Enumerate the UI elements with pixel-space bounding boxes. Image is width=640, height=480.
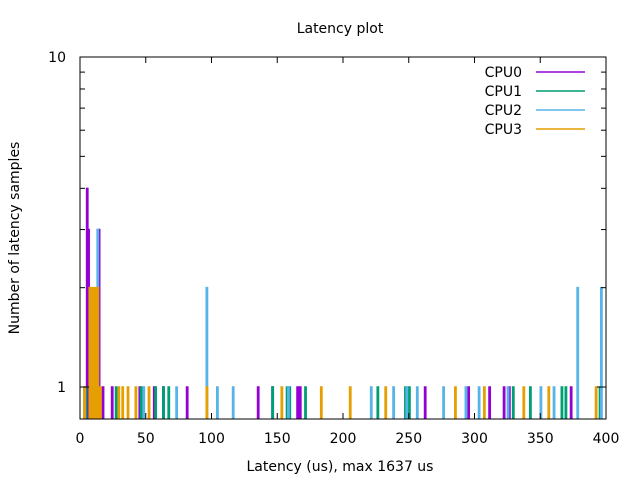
bar-cpu3	[98, 386, 102, 419]
bar-cpu2	[405, 386, 409, 419]
bar-cpu2	[392, 386, 396, 419]
bar-cpu0	[256, 386, 260, 419]
x-tick-label: 400	[593, 431, 620, 447]
bar-cpu2	[415, 386, 419, 419]
bar-cpu2	[477, 386, 481, 419]
plot-area	[83, 187, 603, 419]
chart-title: Latency plot	[297, 21, 384, 37]
legend: CPU0 CPU1 CPU2 CPU3	[485, 65, 585, 138]
bar-cpu0	[502, 386, 506, 419]
bar-cpu2	[216, 386, 219, 419]
bar-cpu1	[511, 386, 515, 419]
legend-label-cpu2: CPU2	[485, 103, 522, 119]
bar-cpu1	[560, 386, 564, 419]
x-tick-label: 300	[461, 431, 488, 447]
bar-cpu3	[147, 386, 151, 419]
bar-cpu1	[114, 386, 118, 419]
bar-cpu0	[185, 386, 189, 419]
bar-cpu2	[442, 386, 446, 419]
bar-cpu3	[126, 386, 130, 419]
y-axis-label: Number of latency samples	[7, 142, 23, 335]
x-tick-label: 200	[330, 431, 357, 447]
bar-cpu2	[552, 386, 556, 419]
bar-cpu1	[564, 386, 568, 419]
bar-cpu2	[205, 286, 209, 419]
bar-cpu1	[408, 386, 411, 419]
x-tick-label: 350	[527, 431, 554, 447]
y-tick-label: 10	[48, 50, 66, 66]
x-tick-label: 100	[198, 431, 225, 447]
bar-cpu1	[528, 386, 532, 419]
bar-cpu3	[454, 386, 457, 419]
bar-cpu1	[162, 386, 165, 419]
bar-cpu1	[271, 386, 275, 419]
axes: 0 50 100 150 200 250 300 350 400 1 10	[48, 50, 619, 447]
bar-cpu0	[110, 386, 114, 419]
legend-label-cpu1: CPU1	[485, 84, 522, 100]
x-tick-label: 50	[137, 431, 155, 447]
bar-cpu2	[576, 286, 580, 419]
bar-cpu3	[121, 386, 125, 419]
bar-cpu2	[539, 386, 543, 419]
bar-cpu3	[384, 386, 388, 419]
bar-cpu3	[117, 386, 121, 419]
x-axis-label: Latency (us), max 1637 us	[247, 459, 434, 475]
plot-frame	[79, 56, 607, 420]
bar-cpu3	[348, 386, 352, 419]
bar-cpu1	[139, 386, 143, 419]
bar-cpu1	[376, 386, 380, 419]
legend-label-cpu3: CPU3	[485, 122, 522, 138]
bar-cpu2	[142, 386, 146, 419]
bar-cpu3	[96, 286, 100, 419]
bar-cpu3	[522, 386, 526, 419]
bar-cpu0	[569, 386, 573, 419]
x-tick-label: 250	[395, 431, 422, 447]
bar-cpu0	[298, 386, 302, 419]
bar-cpu3	[93, 286, 97, 419]
bar-cpu2	[464, 386, 468, 419]
legend-label-cpu0: CPU0	[485, 65, 522, 81]
bar-cpu2	[287, 386, 290, 419]
bar-cpu2	[175, 386, 179, 419]
bar-cpu0	[467, 386, 470, 419]
bar-cpu3	[83, 386, 87, 419]
bar-cpu2	[599, 286, 603, 419]
bar-cpu3	[134, 386, 138, 419]
bar-cpu3	[280, 386, 284, 419]
bar-cpu3	[91, 286, 94, 419]
x-tick-label: 0	[76, 431, 85, 447]
bar-cpu2	[506, 386, 510, 419]
bar-cpu2	[231, 386, 235, 419]
bar-cpu0	[101, 386, 105, 419]
bar-cpu3	[482, 386, 486, 419]
bar-cpu2	[369, 386, 373, 419]
y-tick-label: 1	[57, 380, 66, 396]
bar-cpu1	[167, 386, 171, 419]
bar-cpu3	[547, 386, 551, 419]
bar-cpu0	[423, 386, 427, 419]
bar-cpu1	[304, 386, 307, 419]
bar-cpu3	[88, 286, 92, 419]
bar-cpu0	[296, 386, 300, 419]
bar-cpu3	[205, 386, 209, 419]
bar-cpu3	[319, 386, 323, 419]
bar-cpu3	[594, 386, 598, 419]
bar-cpu1	[154, 386, 158, 419]
bar-cpu0	[488, 386, 492, 419]
x-tick-label: 150	[264, 431, 291, 447]
